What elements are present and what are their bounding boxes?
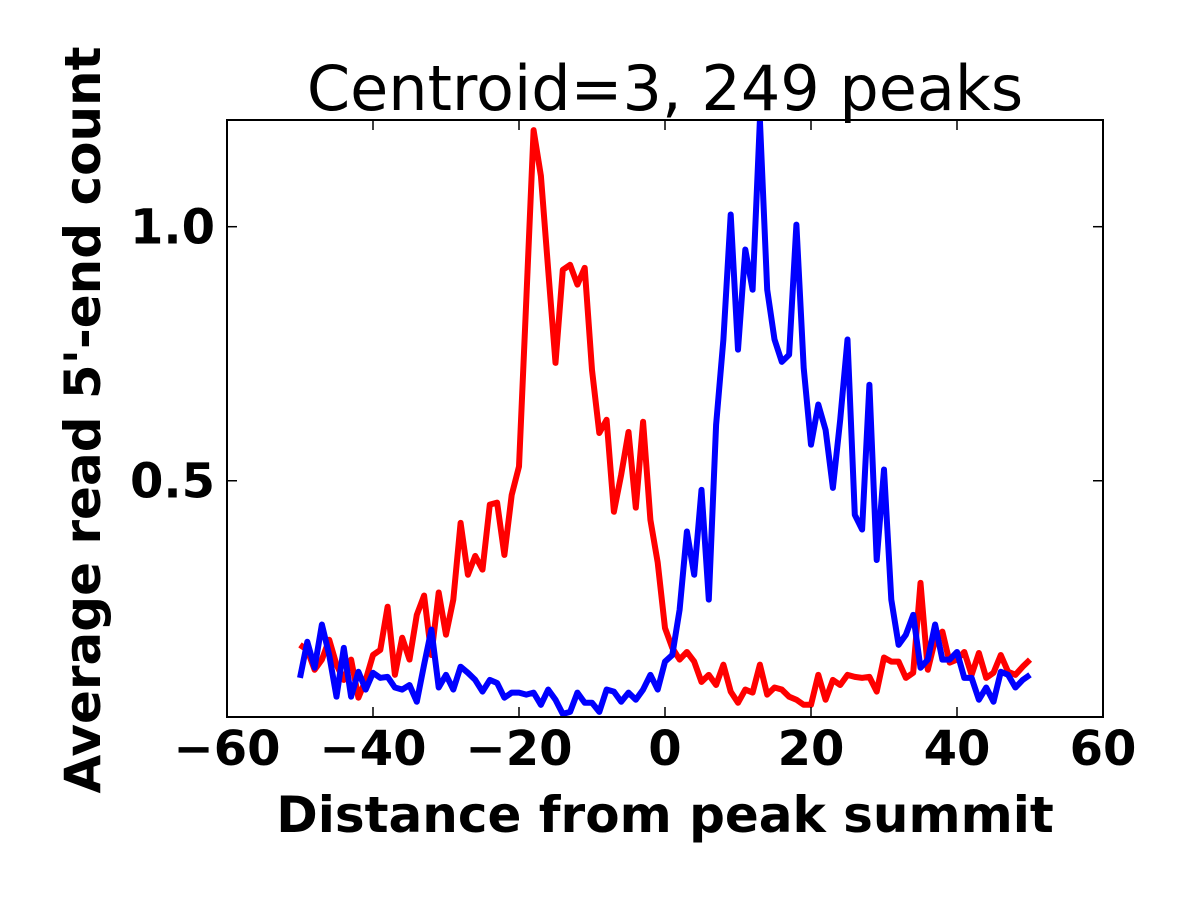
- x-tick-label: −40: [319, 721, 426, 777]
- x-tick-label: −20: [465, 721, 572, 777]
- y-tick-label: 0.5: [130, 454, 215, 510]
- x-tick-label: 0: [648, 721, 681, 777]
- x-tick-label: 20: [778, 721, 845, 777]
- x-axis-label: Distance from peak summit: [276, 786, 1054, 844]
- x-tick-label: 40: [924, 721, 991, 777]
- y-tick-label: 1.0: [130, 200, 215, 256]
- x-tick-label: 60: [1070, 721, 1137, 777]
- y-axis-label: Average read 5'-end count: [54, 46, 112, 793]
- plot-area: [297, 120, 1033, 717]
- data-line: [298, 127, 1033, 708]
- x-tick-label: −60: [173, 721, 280, 777]
- data-line: [297, 120, 1032, 717]
- chart-title: Centroid=3, 249 peaks: [307, 52, 1023, 125]
